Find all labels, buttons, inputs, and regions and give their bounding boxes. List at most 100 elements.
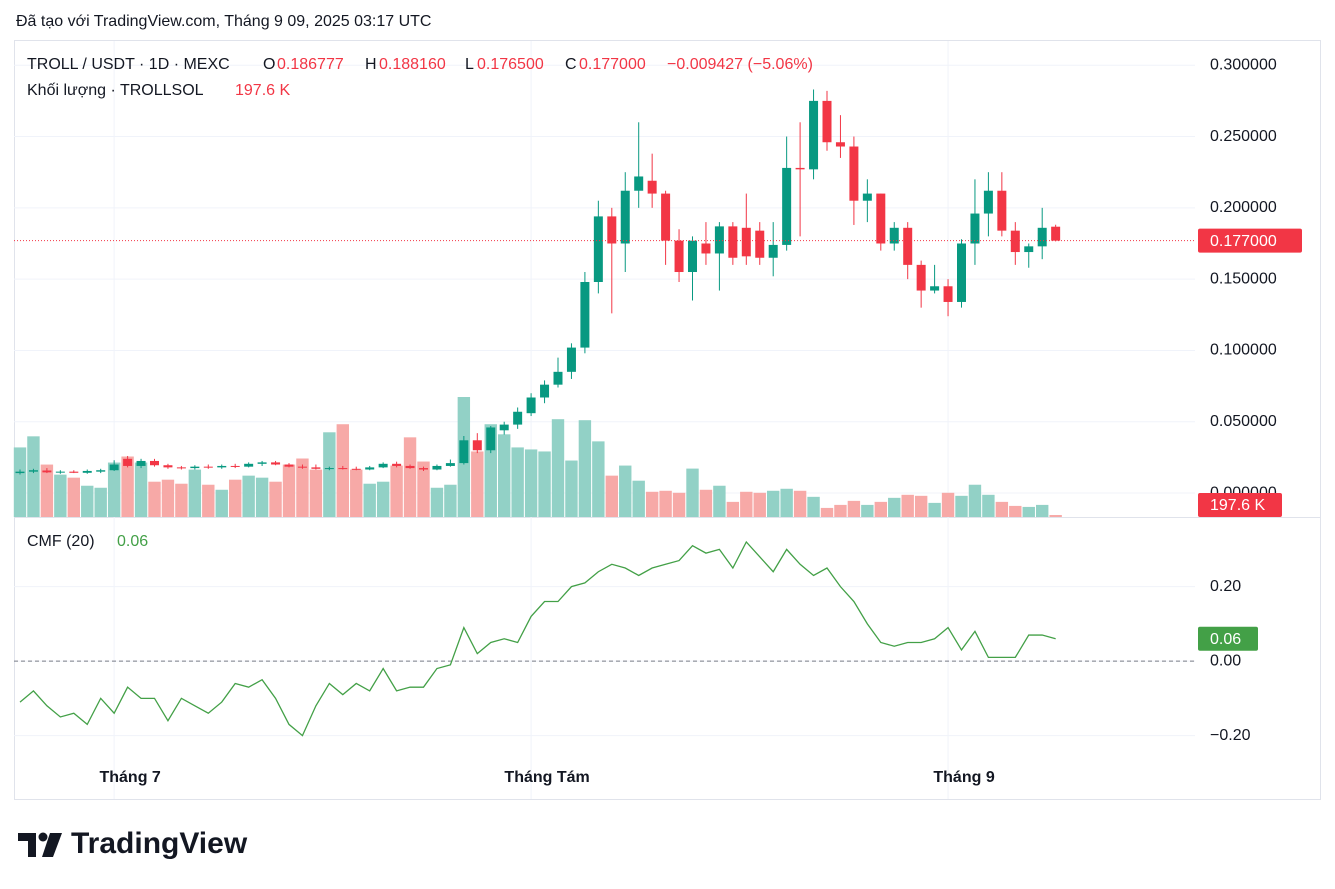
volume-bar — [847, 500, 861, 517]
candle-body — [445, 463, 455, 466]
candle-body — [365, 467, 375, 470]
candle-body — [55, 471, 65, 473]
candle-body — [782, 167, 792, 245]
candle-body — [849, 146, 859, 201]
x-tick-label: Tháng Tám — [504, 769, 589, 786]
candle-body — [123, 458, 133, 466]
cmf-value: 0.06 — [117, 533, 148, 550]
volume-bar — [659, 490, 672, 517]
y-tick-label: 0.00 — [1210, 652, 1241, 669]
candle-body — [486, 427, 496, 451]
candle-body — [607, 216, 617, 244]
volume-bar — [524, 449, 538, 517]
price-tag — [1198, 228, 1302, 253]
candle-body — [230, 465, 240, 467]
candle-body — [190, 466, 200, 469]
volume-bar — [914, 495, 928, 517]
volume-bar — [901, 494, 914, 517]
volume-bar — [376, 481, 390, 517]
ohlc-value: 0.176500 — [477, 56, 544, 73]
volume-bar — [713, 485, 726, 517]
volume-bar — [982, 494, 995, 517]
volume-bar — [538, 451, 551, 517]
volume-bar — [215, 489, 228, 517]
candle-body — [661, 193, 671, 241]
candle-body — [499, 424, 509, 431]
volume-bar — [255, 477, 269, 517]
volume-bar — [605, 475, 618, 517]
volume-bar — [645, 491, 659, 517]
volume-name: Khối lượng · TROLLSOL — [27, 82, 204, 99]
x-tick-label: Tháng 9 — [933, 769, 994, 786]
volume-bar — [592, 441, 605, 517]
candle-body — [620, 190, 630, 244]
volume-bar — [1022, 506, 1035, 517]
candle-body — [755, 230, 765, 258]
volume-bar — [740, 491, 753, 517]
candle-body — [271, 462, 281, 465]
volume-bar — [403, 437, 417, 517]
cmf-tag — [1198, 626, 1258, 651]
volume-tag — [1198, 493, 1282, 517]
legend: TROLL / USDT · 1D · MEXC O 0.186777 H 0.… — [27, 56, 813, 550]
volume-bar — [134, 462, 148, 517]
candle-body — [324, 468, 334, 470]
volume-bar — [54, 474, 67, 517]
ohlc-label: O — [263, 56, 275, 73]
volume-bar — [834, 504, 847, 517]
candle-body — [351, 468, 361, 470]
cmf-tag-label: 0.06 — [1210, 631, 1241, 648]
candle-body — [284, 464, 294, 467]
candle-body — [217, 465, 227, 468]
volume-bar — [269, 481, 282, 517]
volume-bar — [632, 480, 645, 517]
candle-body — [916, 264, 926, 291]
ohlc-value: 0.186777 — [277, 56, 344, 73]
candle-body — [674, 240, 684, 273]
candle-body — [378, 463, 388, 468]
volume-bar — [995, 501, 1009, 517]
candle-body — [432, 465, 442, 470]
candle-body — [822, 100, 832, 143]
volume-bar — [874, 501, 887, 517]
volume-value: 197.6 K — [235, 82, 290, 99]
cmf-line — [19, 540, 1056, 737]
candle-body — [1010, 230, 1020, 253]
volume-bar — [726, 501, 740, 517]
candle-body — [795, 167, 805, 170]
candle-body — [566, 347, 576, 372]
plot: Tháng 7 Tháng Tám Tháng 90.0000000.0500000… — [13, 56, 1277, 786]
candle-body — [311, 467, 321, 469]
candle-body — [136, 460, 146, 466]
volume-bar — [471, 451, 484, 517]
volume-bar — [417, 461, 430, 517]
volume-bar — [323, 432, 336, 517]
candle-body — [1051, 226, 1061, 241]
candle-body — [593, 216, 603, 282]
volume-bar — [390, 465, 403, 517]
ohlc-label: C — [565, 56, 577, 73]
volume-bar — [336, 424, 349, 517]
candle-body — [42, 470, 52, 473]
candle-body — [701, 243, 711, 254]
ohlc-label: L — [465, 56, 474, 73]
volume-bar — [282, 464, 296, 517]
volume-bar — [767, 490, 780, 517]
candle-body — [257, 462, 267, 464]
volume-bar — [242, 475, 255, 517]
symbol: TROLL / USDT · 1D · MEXC — [27, 56, 230, 73]
volume-bar — [780, 488, 793, 517]
candle-body — [647, 180, 657, 194]
candle-body — [82, 470, 92, 473]
volume-bar — [67, 477, 80, 517]
volume-bar — [888, 497, 901, 517]
candle-body — [540, 384, 550, 398]
volume-tag-label: 197.6 K — [1210, 497, 1265, 514]
logo-text: TradingView — [71, 827, 248, 860]
y-tick-label: 0.20 — [1210, 578, 1241, 595]
candle-body — [809, 100, 819, 170]
volume-bar — [202, 484, 215, 517]
volume-bar — [955, 495, 968, 517]
candle-body — [392, 463, 402, 466]
logo-icon — [18, 833, 36, 857]
